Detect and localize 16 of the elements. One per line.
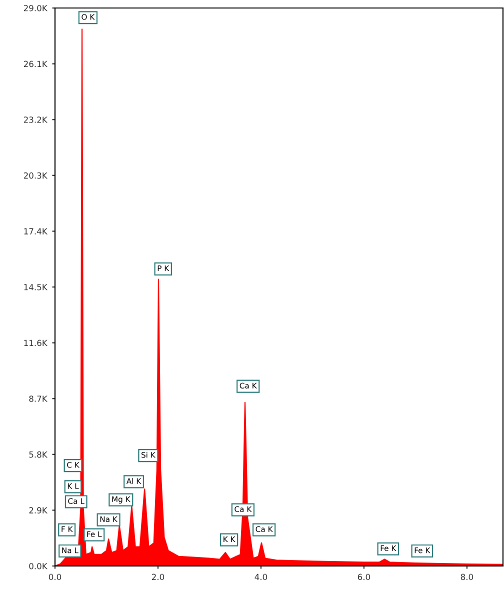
y-tick-label: 14.5K: [24, 284, 48, 290]
x-tick-label: 6.0: [358, 574, 370, 580]
y-tick-label: 2.9K: [29, 507, 48, 514]
x-tick-label: 4.0: [254, 574, 268, 580]
y-tick-label: 5.8K: [29, 451, 48, 458]
y-tick-label: 20.3K: [24, 172, 48, 179]
y-tick-label: 0.0K: [29, 562, 48, 570]
y-tick-label: 17.4K: [24, 228, 48, 234]
x-tick-label: 2.0: [152, 574, 164, 580]
x-tick-label: 8.0: [460, 574, 474, 580]
y-tick-label: 29.0K: [24, 4, 48, 12]
x-tick-label: 0.0: [48, 574, 62, 580]
y-tick-label: 26.1K: [24, 60, 48, 68]
y-tick-label: 8.7K: [29, 396, 48, 402]
y-tick-label: 11.6K: [24, 340, 48, 346]
y-tick-label: 23.2K: [24, 116, 48, 123]
